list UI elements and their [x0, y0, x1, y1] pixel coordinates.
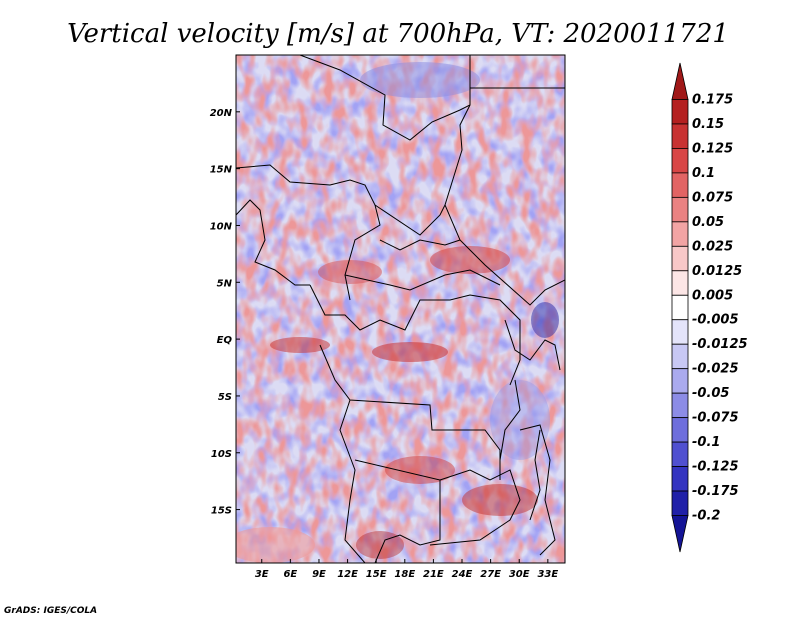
colorbar-swatch [671, 319, 689, 345]
colorbar-swatch [671, 441, 689, 467]
x-tick-label: 15E [366, 569, 387, 580]
colorbar-label: -0.0125 [692, 337, 748, 352]
colorbar-label: 0.005 [692, 288, 733, 303]
x-tick-label: 9E [312, 569, 326, 580]
colorbar-label: -0.05 [692, 386, 729, 401]
colorbar-swatch [671, 123, 689, 149]
x-tick-label: 21E [423, 569, 444, 580]
chart-title: Vertical velocity [m/s] at 700hPa, VT: 2… [67, 19, 729, 49]
colorbar-swatch [671, 490, 689, 516]
colorbar-swatch [671, 417, 689, 443]
colorbar: 0.175 0.15 0.125 0.1 0.075 0.05 0.025 0.0125 0.0… [671, 62, 748, 553]
colorbar-label: -0.005 [692, 313, 739, 328]
colorbar-label: -0.025 [692, 362, 739, 377]
colorbar-label: -0.2 [692, 509, 720, 524]
colorbar-swatch [671, 148, 689, 174]
x-tick-label: 33E [537, 569, 558, 580]
country-borders [236, 55, 565, 563]
y-axis: 20N 15N 10N 5N EQ 5S 10S 15S [210, 108, 240, 517]
colorbar-label: -0.175 [692, 484, 739, 499]
colorbar-label: 0.175 [692, 92, 733, 107]
y-tick-label: 20N [210, 108, 233, 119]
x-tick-label: 30E [509, 569, 530, 580]
map-field [236, 55, 565, 563]
colorbar-swatch [671, 343, 689, 370]
x-tick-label: 12E [337, 569, 358, 580]
colorbar-swatch [671, 221, 689, 247]
colorbar-swatch [671, 245, 689, 272]
x-tick-label: 27E [480, 569, 501, 580]
colorbar-label: 0.1 [692, 166, 715, 181]
colorbar-label: -0.1 [692, 435, 720, 450]
y-tick-label: 10S [211, 449, 232, 460]
y-tick-label: 15N [210, 165, 233, 176]
y-tick-label: 10N [210, 221, 233, 232]
x-tick-label: 6E [283, 569, 297, 580]
colorbar-swatch [671, 196, 689, 223]
colorbar-swatch [671, 172, 689, 198]
colorbar-label: 0.125 [692, 141, 733, 156]
colorbar-swatch [671, 62, 689, 100]
x-tick-label: 24E [452, 569, 473, 580]
colorbar-swatch [671, 294, 689, 321]
colorbar-swatch [671, 270, 689, 296]
grads-credit: GrADS: IGES/COLA [4, 606, 97, 616]
y-tick-label: 15S [211, 506, 232, 517]
colorbar-label: 0.05 [692, 215, 724, 230]
colorbar-label: 0.025 [692, 239, 733, 254]
y-tick-label: 5S [218, 392, 232, 403]
x-axis: 3E 6E 9E 12E 15E 18E 21E 24E 27E 30E 33E [255, 559, 558, 580]
y-tick-label: 5N [217, 278, 233, 289]
colorbar-label: 0.0125 [692, 264, 742, 279]
colorbar-swatch [671, 368, 689, 394]
colorbar-label: -0.125 [692, 460, 739, 475]
colorbar-label: 0.075 [692, 190, 733, 205]
y-tick-label: EQ [217, 335, 233, 346]
colorbar-label: -0.075 [692, 411, 739, 426]
plot-frame [235, 54, 566, 564]
colorbar-swatch [671, 515, 689, 553]
colorbar-swatch [671, 99, 689, 125]
colorbar-swatch [671, 392, 689, 419]
x-tick-label: 3E [255, 569, 269, 580]
x-tick-label: 18E [394, 569, 415, 580]
colorbar-label: 0.15 [692, 117, 724, 132]
colorbar-swatch [671, 466, 689, 492]
